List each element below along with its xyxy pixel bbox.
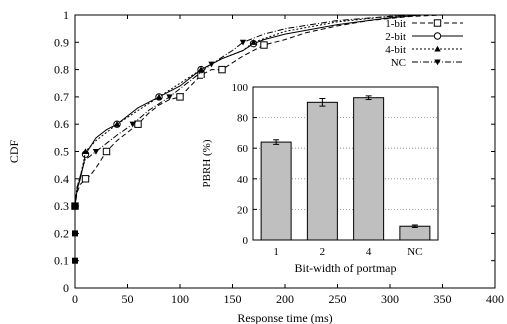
data-point: [239, 39, 247, 46]
y-tick-label: 0.6: [54, 117, 69, 131]
data-point: [155, 93, 163, 100]
data-point: [208, 61, 215, 68]
x-tick-label: 100: [171, 292, 189, 306]
x-tick-label: 250: [329, 292, 347, 306]
cdf-x-axis-label: Response time (ms): [237, 311, 332, 324]
data-point: [102, 147, 111, 156]
y-tick-label: 0: [243, 235, 249, 247]
cdf-plot-frame: [74, 14, 496, 289]
y-tick-label: 0.9: [54, 35, 69, 49]
y-tick-label: 1: [63, 8, 69, 22]
x-tick-label: 400: [486, 292, 504, 306]
y-tick-label: 0.8: [54, 63, 69, 77]
x-tick-label: 200: [276, 292, 294, 306]
legend-marker: [434, 59, 441, 66]
inset-bars: [260, 95, 431, 241]
data-point: [81, 175, 90, 183]
bar: [306, 101, 338, 241]
y-tick-label: 100: [232, 82, 249, 94]
data-point: [113, 121, 121, 127]
y-tick-label: 0.4: [54, 172, 69, 186]
inset-y-axis-label: PBRH (%): [201, 139, 213, 187]
x-tick-label: 300: [381, 292, 399, 306]
legend-marker: [434, 45, 441, 52]
data-point: [218, 65, 226, 74]
cdf-chart: 0 50 100 150 200 250 300 350 40000.10.20.30.40.5…: [7, 8, 504, 324]
y-tick-label: 0: [63, 281, 69, 295]
inset-x-axis-label: Bit-width of portmap: [295, 261, 397, 275]
y-tick-label: 0.3: [54, 199, 69, 213]
legend-label: NC: [391, 57, 406, 69]
y-tick-label: 0.7: [54, 90, 69, 104]
bar: [399, 225, 431, 241]
inset-plot-frame: [252, 86, 439, 241]
legend-label: 2-bit: [385, 31, 406, 43]
data-point: [134, 120, 142, 128]
data-point: [176, 93, 184, 101]
y-tick-label: 20: [237, 204, 249, 216]
pbrh-inset-chart: 0 20 40 60 80 100 1 2 4 NC Bit-width of portmap P…: [201, 78, 446, 276]
y-tick-label: 0.1: [54, 254, 69, 268]
data-point: [82, 148, 89, 155]
bar: [353, 97, 385, 241]
series-NC: [71, 14, 412, 288]
data-point: [166, 94, 173, 101]
x-tick-label: 350: [434, 292, 452, 306]
data-point: [250, 39, 257, 45]
legend-label: 1-bit: [385, 18, 406, 30]
data-point: [129, 121, 136, 128]
cdf-y-axis-label: CDF: [7, 140, 21, 164]
y-tick-label: 0.2: [54, 226, 69, 240]
x-tick-label: NC: [407, 246, 422, 258]
x-tick-label: 150: [224, 292, 242, 306]
series-line: [74, 14, 443, 288]
data-point: [92, 148, 100, 155]
x-tick-label: 0: [72, 292, 78, 306]
y-tick-label: 80: [237, 113, 249, 125]
legend-marker: [433, 19, 442, 27]
cdf-ticks: 0 50 100 150 200 250 300 350 40000.10.20.30.40.5…: [54, 8, 504, 306]
x-tick-label: 4: [366, 246, 372, 258]
y-tick-label: 40: [237, 174, 249, 186]
series-line: [74, 14, 412, 288]
legend-marker: [433, 32, 442, 40]
legend-label: 4-bit: [385, 44, 406, 56]
x-tick-label: 50: [122, 292, 134, 306]
y-tick-label: 60: [237, 143, 249, 155]
y-tick-label: 0.5: [54, 145, 69, 159]
data-point: [260, 41, 268, 49]
bar: [260, 141, 292, 241]
x-tick-label: 1: [273, 246, 279, 258]
x-tick-label: 2: [320, 246, 326, 258]
